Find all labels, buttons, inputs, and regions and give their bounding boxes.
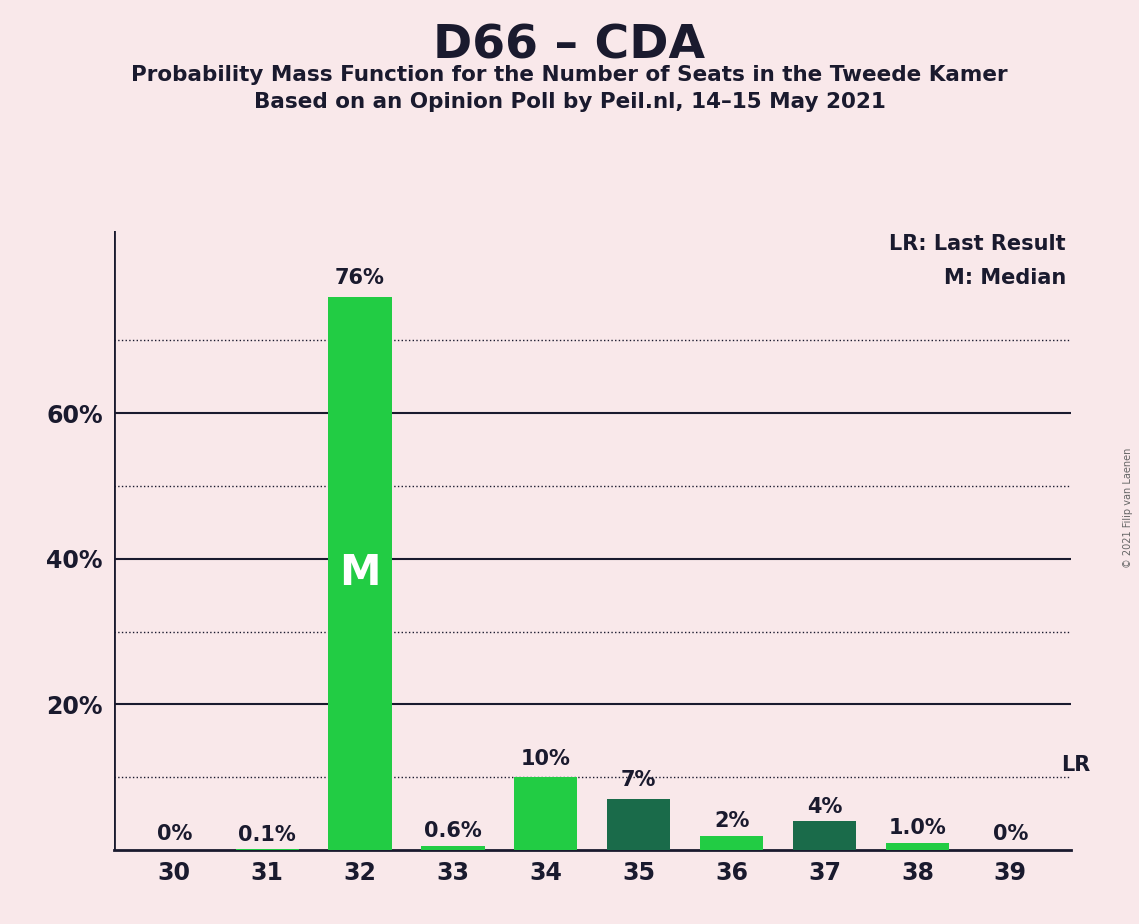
Text: Based on an Opinion Poll by Peil.nl, 14–15 May 2021: Based on an Opinion Poll by Peil.nl, 14–… (254, 92, 885, 113)
Text: 2%: 2% (714, 811, 749, 832)
Text: 0.6%: 0.6% (424, 821, 482, 842)
Text: 0%: 0% (156, 824, 192, 845)
Bar (793, 821, 857, 850)
Text: M: M (339, 553, 380, 594)
Text: 1.0%: 1.0% (888, 819, 947, 838)
Text: 0.1%: 0.1% (238, 825, 296, 845)
Text: LR: Last Result: LR: Last Result (890, 234, 1066, 254)
Bar (421, 845, 484, 850)
Text: 4%: 4% (806, 796, 842, 817)
Text: D66 – CDA: D66 – CDA (434, 23, 705, 68)
Text: © 2021 Filip van Laenen: © 2021 Filip van Laenen (1123, 448, 1133, 568)
Bar (514, 777, 577, 850)
Text: LR: LR (1062, 755, 1091, 775)
Text: 76%: 76% (335, 268, 385, 287)
Bar (700, 835, 763, 850)
Text: 0%: 0% (992, 824, 1029, 845)
Bar (886, 843, 949, 850)
Text: M: Median: M: Median (943, 268, 1066, 288)
Bar (607, 799, 671, 850)
Text: 7%: 7% (621, 771, 656, 790)
Text: Probability Mass Function for the Number of Seats in the Tweede Kamer: Probability Mass Function for the Number… (131, 65, 1008, 85)
Bar (328, 297, 392, 850)
Text: 10%: 10% (521, 748, 571, 769)
